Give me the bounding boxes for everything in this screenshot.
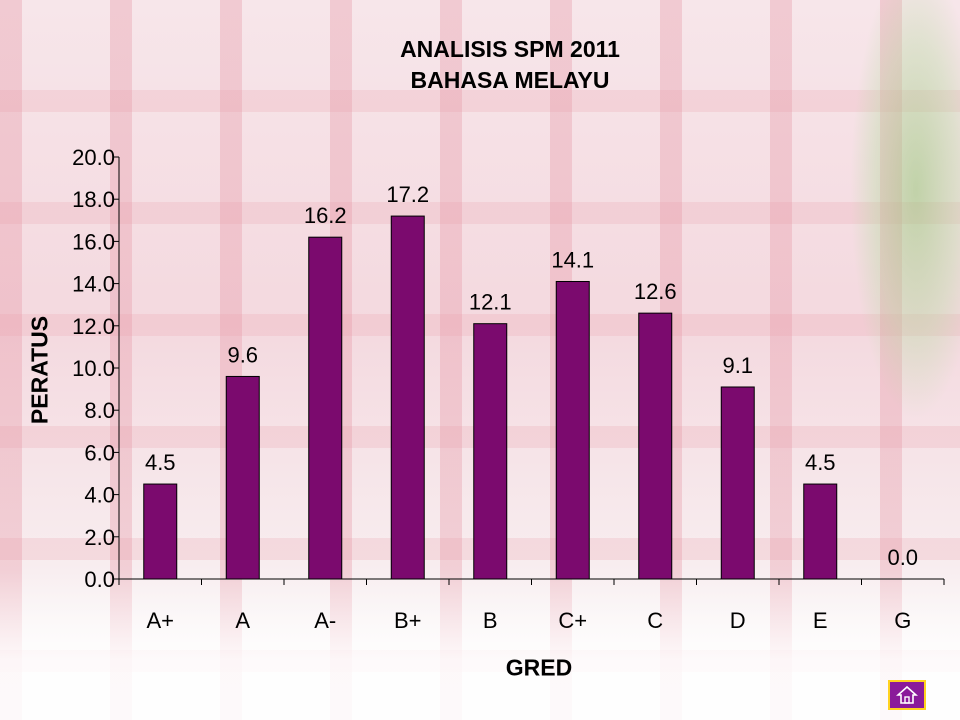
bar [555,280,590,580]
chart-title: ANALISIS SPM 2011 [400,36,620,62]
x-tick-label: D [730,608,746,633]
x-tick-label: C [647,608,663,633]
data-label: 4.5 [145,450,176,475]
home-icon [896,685,918,704]
y-tick-label: 8.0 [84,398,115,423]
data-label: 9.1 [722,353,753,378]
chart-bars [143,215,838,580]
x-tick-label: A [235,608,250,633]
y-tick-label: 2.0 [84,525,115,550]
x-tick-label: C+ [558,608,587,633]
x-tick-label: G [894,608,911,633]
y-tick-label: 16.0 [72,229,115,254]
bar [803,483,838,580]
bar [720,386,755,580]
y-tick-label: 0.0 [84,567,115,592]
y-tick-label: 14.0 [72,272,115,297]
bar [308,236,343,580]
bar [390,215,425,580]
y-tick-label: 18.0 [72,187,115,212]
chart-x-tick-labels: A+ A A- B+ B C+ C D E G [146,608,911,633]
y-tick-label: 12.0 [72,314,115,339]
data-label: 4.5 [805,450,836,475]
x-tick-label: E [813,608,828,633]
chart-subtitle: BAHASA MELAYU [410,67,610,93]
chart-data-labels: 4.5 9.6 16.2 17.2 12.1 14.1 12.6 9.1 4.5 0.0 [145,182,918,570]
x-tick-label: B [483,608,498,633]
background-ground [0,570,960,720]
y-tick-label: 4.0 [84,483,115,508]
chart-title-block: ANALISIS SPM 2011 BAHASA MELAYU [250,34,770,96]
chart-y-tick-labels: 0.0 2.0 4.0 6.0 8.0 10.0 12.0 14.0 16.0 18.0 20.0 [72,145,115,592]
data-label: 9.6 [227,342,258,367]
data-label: 0.0 [887,545,918,570]
bar [473,323,508,580]
data-label: 14.1 [551,247,594,272]
data-label: 12.1 [469,290,512,315]
data-label: 12.6 [634,279,677,304]
home-button[interactable] [888,680,926,710]
x-axis-label: GRED [505,654,573,681]
data-label: 16.2 [304,203,347,228]
data-label: 17.2 [386,182,429,207]
bar [638,312,673,580]
y-axis-label: PERATUS [26,315,53,425]
y-tick-label: 20.0 [72,145,115,170]
x-tick-label: B+ [394,608,422,633]
bar [143,483,178,580]
x-tick-label: A+ [146,608,174,633]
y-tick-label: 6.0 [84,440,115,465]
bar [225,375,260,580]
background-tree [850,0,960,420]
x-tick-label: A- [314,608,336,633]
y-tick-label: 10.0 [72,356,115,381]
